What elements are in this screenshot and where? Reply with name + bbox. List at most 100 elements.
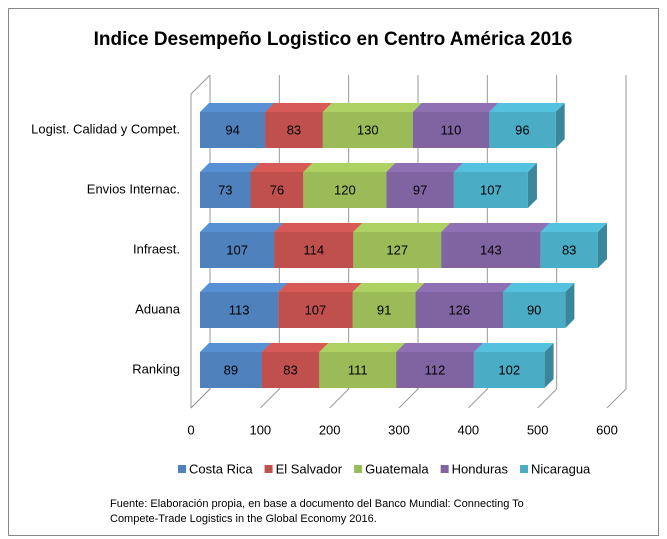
bar xyxy=(322,112,413,148)
bar xyxy=(200,292,279,328)
bar-top xyxy=(540,223,607,232)
data-label: 73 xyxy=(218,182,232,197)
y-tick-label: Aduana xyxy=(135,301,181,316)
data-label: 96 xyxy=(515,122,529,137)
chart-title: Indice Desempeño Logistico en Centro Amé… xyxy=(94,29,573,50)
bar xyxy=(386,172,454,208)
bar-top xyxy=(278,283,362,292)
data-label: 107 xyxy=(480,182,502,197)
legend-swatch xyxy=(354,465,363,473)
y-tick-label: Ranking xyxy=(132,361,180,376)
bar-top xyxy=(412,103,499,112)
data-label: 130 xyxy=(357,122,379,137)
grid-line xyxy=(537,75,558,409)
bar xyxy=(274,232,354,268)
data-label: 102 xyxy=(498,362,520,377)
data-label: 127 xyxy=(386,242,408,257)
bar-top xyxy=(502,283,575,292)
legend-swatch xyxy=(520,465,529,473)
bar-top xyxy=(441,223,550,232)
bar xyxy=(396,352,474,388)
bar-top xyxy=(322,103,422,112)
bar xyxy=(200,112,266,148)
bar xyxy=(502,292,566,328)
data-label: 90 xyxy=(527,302,541,317)
bar xyxy=(352,292,416,328)
x-tick-label: 200 xyxy=(319,422,341,437)
bar-top xyxy=(303,163,396,172)
bar-top xyxy=(274,223,363,232)
data-label: 114 xyxy=(303,242,324,257)
chart-border xyxy=(8,8,659,536)
data-label: 94 xyxy=(225,122,239,137)
note: Fuente: Elaboración propia, en base a do… xyxy=(110,498,524,510)
legend-swatch xyxy=(440,465,449,473)
bar xyxy=(412,112,490,148)
bar-top xyxy=(415,283,512,292)
bar-top xyxy=(396,343,483,352)
bar xyxy=(200,232,275,268)
bar-top xyxy=(453,163,537,172)
y-tick-label: Logist. Calidad y Compet. xyxy=(31,121,180,136)
data-label: 120 xyxy=(334,182,356,197)
legend-label: Honduras xyxy=(452,461,509,476)
bar-side xyxy=(544,343,554,388)
legend-label: El Salvador xyxy=(276,461,343,476)
wall xyxy=(190,74,211,408)
data-label: 83 xyxy=(562,242,576,257)
legend-label: Nicaragua xyxy=(531,461,591,476)
bar-top xyxy=(250,163,313,172)
bar-top xyxy=(200,283,288,292)
bar-side xyxy=(527,163,537,208)
bar xyxy=(473,352,545,388)
data-label: 110 xyxy=(441,122,462,137)
bar xyxy=(200,352,262,388)
y-tick-label: Envios Internac. xyxy=(87,181,180,196)
data-label: 126 xyxy=(448,302,470,317)
data-label: 76 xyxy=(270,182,284,197)
grid-line xyxy=(606,75,627,409)
x-tick-label: 100 xyxy=(249,422,271,437)
legend-swatch xyxy=(178,465,186,473)
data-label: 113 xyxy=(229,302,250,317)
bar xyxy=(278,292,353,328)
y-tick-label: Infraest. xyxy=(133,241,180,256)
bar xyxy=(415,292,503,328)
data-label: 112 xyxy=(425,362,446,377)
bar-top xyxy=(473,343,554,352)
bar xyxy=(353,232,442,268)
x-tick-label: 300 xyxy=(388,422,410,437)
x-tick-label: 0 xyxy=(187,422,194,437)
bar-top xyxy=(353,223,451,232)
x-tick-label: 500 xyxy=(527,422,549,437)
data-label: 89 xyxy=(224,362,238,377)
bar xyxy=(319,352,397,388)
bar-side xyxy=(565,283,575,328)
bar-top xyxy=(319,343,406,352)
bar xyxy=(265,112,323,148)
bar xyxy=(261,352,320,388)
data-label: 83 xyxy=(287,122,301,137)
bar xyxy=(540,232,598,268)
bar-top xyxy=(386,163,463,172)
note: Compete-Trade Logistics in the Global Ec… xyxy=(110,513,377,525)
data-label: 83 xyxy=(283,362,297,377)
legend-swatch xyxy=(264,465,273,473)
bar-top xyxy=(352,283,425,292)
data-label: 143 xyxy=(480,242,502,257)
bar xyxy=(441,232,541,268)
bar xyxy=(303,172,387,208)
data-label: 107 xyxy=(226,242,248,257)
bar-top xyxy=(200,163,260,172)
bar-top xyxy=(200,343,271,352)
data-label: 107 xyxy=(305,302,327,317)
bar-top xyxy=(265,103,332,112)
x-tick-label: 600 xyxy=(596,422,618,437)
data-label: 111 xyxy=(348,362,368,377)
bar-top xyxy=(200,223,284,232)
bar-side xyxy=(597,223,607,268)
legend-label: Guatemala xyxy=(365,461,429,476)
bar-top xyxy=(200,103,275,112)
bar-top xyxy=(261,343,329,352)
